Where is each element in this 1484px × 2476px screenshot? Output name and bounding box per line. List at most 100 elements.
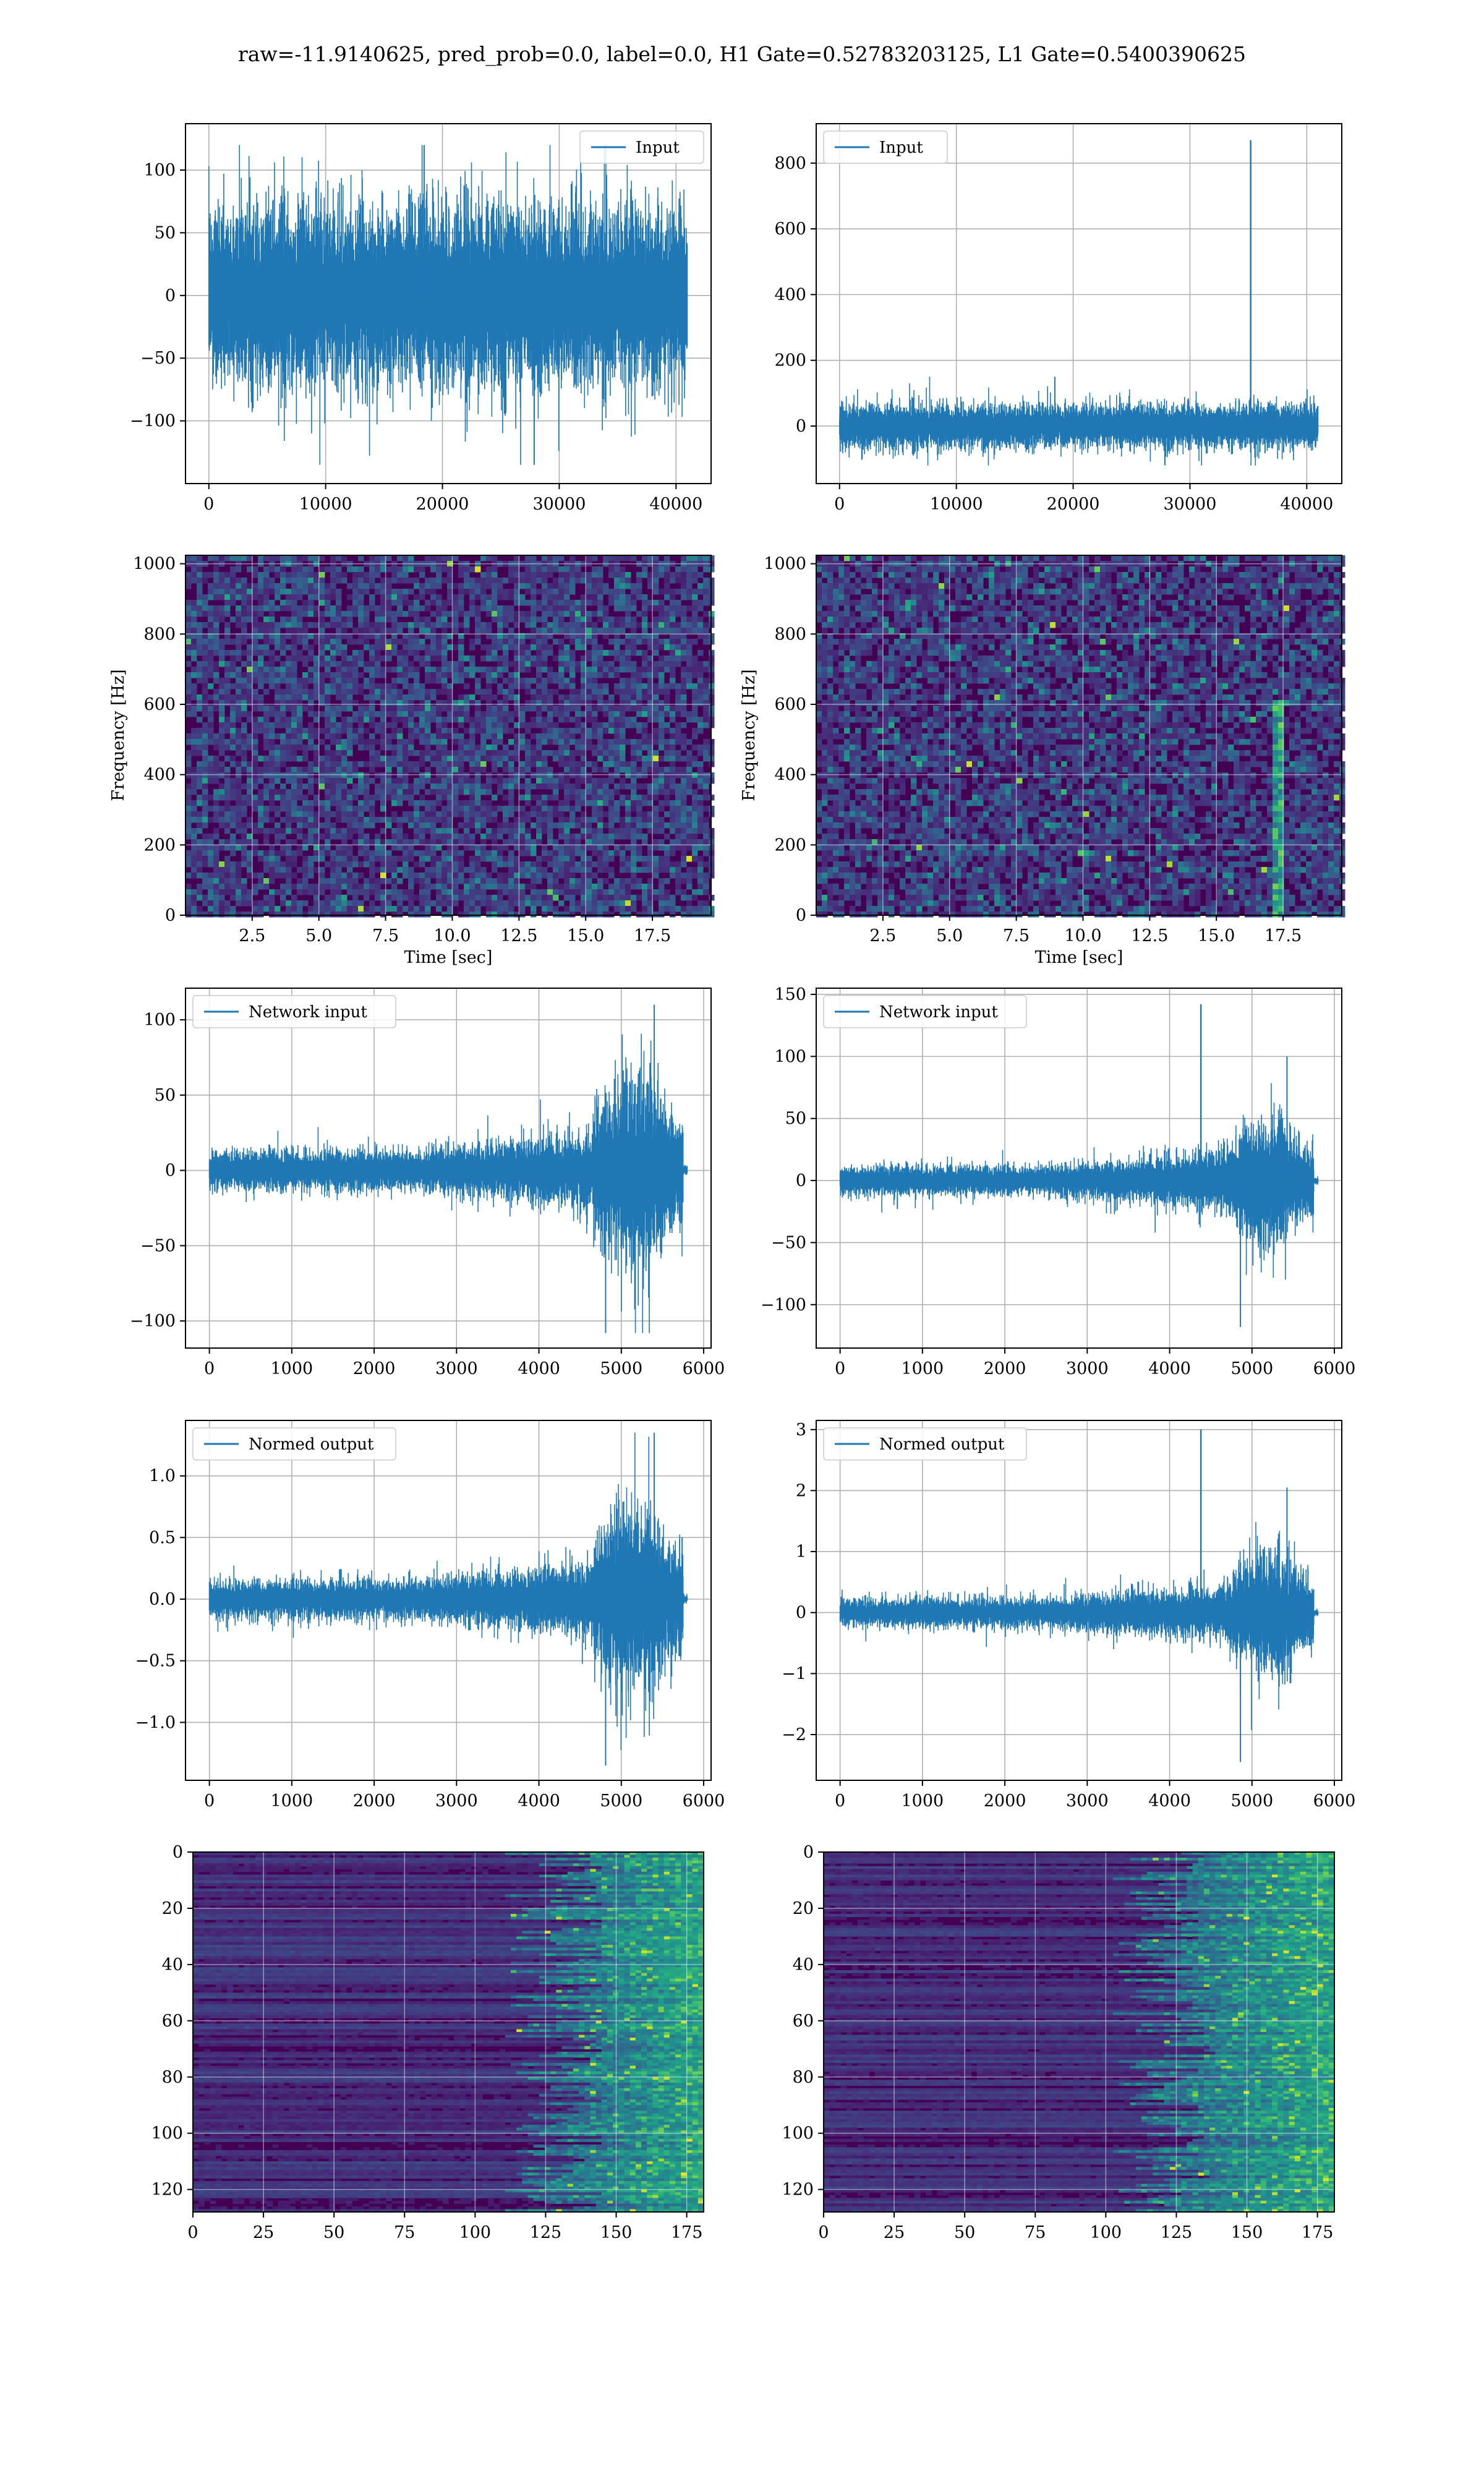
h1-spectrogram-cell bbox=[620, 600, 626, 606]
h1-spectrogram-cell bbox=[186, 706, 192, 712]
h1-spectrogram-cell bbox=[269, 733, 275, 740]
h1-spectrogram-cell bbox=[297, 583, 303, 589]
h1-spectrogram-cell bbox=[441, 856, 448, 862]
h1-spectrogram-cell bbox=[558, 578, 565, 584]
h1-spectrogram-cell bbox=[419, 617, 425, 623]
h1-spectrogram-cell bbox=[403, 589, 409, 595]
h1-spectrogram-cell bbox=[202, 789, 208, 795]
h1-spectrogram-cell bbox=[458, 856, 464, 862]
h1-spectrogram-cell bbox=[436, 572, 442, 578]
h1-spectrogram-cell bbox=[531, 745, 537, 751]
h1-spectrogram-cell bbox=[697, 861, 704, 868]
h1-spectrogram-cell bbox=[291, 644, 297, 651]
h1-spectrogram-cell bbox=[458, 622, 464, 628]
h1-spectrogram-cell bbox=[403, 667, 409, 673]
h1-spectrogram-cell bbox=[625, 689, 631, 695]
h1-spectrogram-cell bbox=[642, 672, 648, 678]
h1-spectrogram-cell bbox=[202, 750, 208, 756]
h1-spectrogram-cell bbox=[697, 811, 704, 818]
h1-spectrogram-cell bbox=[197, 583, 203, 589]
h1-spectrogram-cell bbox=[458, 889, 464, 895]
h1-spectrogram-cell bbox=[525, 867, 531, 873]
h1-spectrogram-cell bbox=[686, 717, 693, 723]
h1-spectrogram-cell bbox=[280, 739, 286, 745]
h1-spectrogram-cell bbox=[686, 772, 693, 779]
h1-spectrogram-cell bbox=[441, 622, 448, 628]
h1-spectrogram-cell bbox=[319, 873, 325, 879]
h1-spectrogram-cell bbox=[480, 717, 487, 723]
h1-spectrogram-cell bbox=[458, 733, 464, 740]
h1-spectrogram-cell bbox=[213, 761, 220, 767]
h1-spectrogram-cell bbox=[614, 650, 620, 656]
h1-spectrogram-cell bbox=[597, 806, 603, 812]
h1-spectrogram-cell bbox=[497, 783, 503, 790]
h1-spectrogram-cell bbox=[375, 644, 381, 651]
h1-spectrogram-cell bbox=[664, 628, 670, 634]
h1-spectrogram-cell bbox=[597, 605, 603, 612]
h1-spectrogram-cell bbox=[224, 878, 231, 884]
h1-spectrogram-cell bbox=[258, 594, 264, 600]
h1-spectrogram-cell bbox=[419, 572, 425, 578]
h1-spectrogram-cell bbox=[597, 906, 603, 912]
h1-spectrogram-cell bbox=[241, 783, 247, 790]
h1-spectrogram-cell bbox=[592, 789, 598, 795]
h1-spectrogram-cell bbox=[358, 822, 364, 829]
h1-spectrogram-cell bbox=[263, 722, 270, 728]
h1-spectrogram-cell bbox=[653, 889, 659, 895]
h1-spectrogram-cell bbox=[531, 906, 537, 912]
h1-spectrogram-cell bbox=[586, 678, 592, 684]
h1-spectrogram-cell bbox=[692, 745, 698, 751]
h1-spectrogram-cell bbox=[631, 861, 637, 868]
h1-spectrogram-cell bbox=[425, 700, 431, 706]
h1-spectrogram-cell bbox=[347, 795, 353, 801]
h1-spectrogram-cell bbox=[241, 895, 247, 901]
h1-spectrogram-cell bbox=[369, 911, 375, 918]
h1-spectrogram-cell bbox=[564, 650, 570, 656]
h1-spectrogram-cell bbox=[308, 778, 314, 784]
h1-spectrogram-cell bbox=[586, 672, 592, 678]
h1-spectrogram-cell bbox=[664, 711, 670, 717]
h1-spectrogram-cell bbox=[408, 817, 414, 823]
h1-spectrogram-cell bbox=[492, 733, 498, 740]
h1-spectrogram-cell bbox=[330, 856, 336, 862]
h1-spectrogram-cell bbox=[263, 661, 270, 667]
h1-spectrogram-cell bbox=[325, 689, 331, 695]
h1-spectrogram-cell bbox=[286, 672, 292, 678]
h1-spectrogram-cell bbox=[252, 783, 258, 790]
h1-spectrogram-cell bbox=[325, 745, 331, 751]
h1-spectrogram-cell bbox=[558, 800, 565, 806]
h1-spectrogram-cell bbox=[614, 717, 620, 723]
h1-spectrogram-cell bbox=[286, 739, 292, 745]
h1-spectrogram-cell bbox=[258, 884, 264, 890]
h1-spectrogram-cell bbox=[202, 884, 208, 890]
h1-spectrogram-cell bbox=[486, 706, 492, 712]
h1-spectrogram-cell bbox=[330, 672, 336, 678]
h1-spectrogram-cell bbox=[286, 700, 292, 706]
h1-spectrogram-cell bbox=[492, 728, 498, 734]
h1-spectrogram-cell bbox=[659, 778, 665, 784]
h1-spectrogram-cell bbox=[430, 650, 437, 656]
h1-spectrogram-cell bbox=[569, 806, 576, 812]
h1-spectrogram-cell bbox=[542, 555, 548, 561]
h1-spectrogram-cell bbox=[547, 706, 553, 712]
h1-spectrogram-cell bbox=[575, 750, 581, 756]
h1-spectrogram-cell bbox=[352, 889, 359, 895]
h1-spectrogram-cell bbox=[536, 667, 542, 673]
h1-spectrogram-cell bbox=[213, 756, 220, 762]
h1-spectrogram-cell bbox=[686, 789, 693, 795]
h1-spectrogram-cell bbox=[397, 889, 403, 895]
h1-spectrogram-cell bbox=[469, 600, 475, 606]
h1-spectrogram-cell bbox=[597, 778, 603, 784]
h1-spectrogram-cell bbox=[469, 717, 475, 723]
h1-spectrogram-cell bbox=[224, 555, 231, 561]
h1-spectrogram-cell bbox=[414, 822, 420, 829]
h1-spectrogram-cell bbox=[369, 822, 375, 829]
h1-spectrogram-cell bbox=[659, 767, 665, 773]
h1-spectrogram-cell bbox=[358, 717, 364, 723]
h1-spectrogram-cell bbox=[458, 783, 464, 790]
h1-spectrogram-cell bbox=[497, 605, 503, 612]
h1-spectrogram-cell bbox=[625, 795, 631, 801]
h1-spectrogram-cell bbox=[480, 873, 487, 879]
h1-spectrogram-cell bbox=[469, 811, 475, 818]
h1-spectrogram-cell bbox=[275, 873, 281, 879]
